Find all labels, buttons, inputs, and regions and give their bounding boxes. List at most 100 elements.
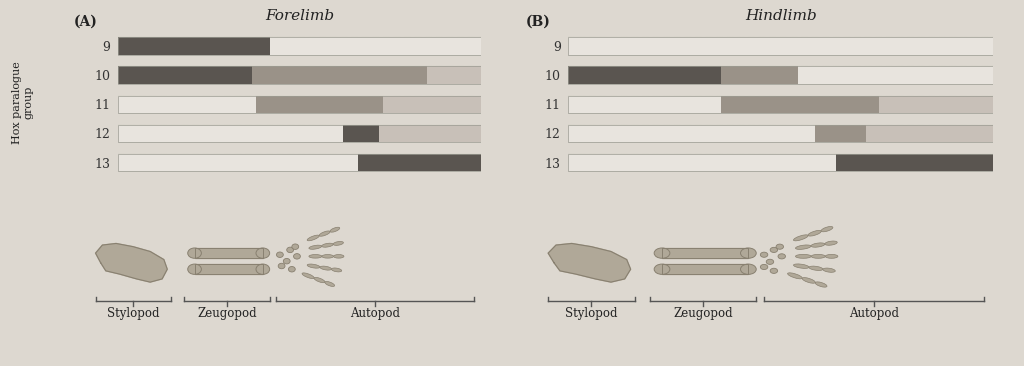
Bar bbox=[879, 96, 993, 113]
Ellipse shape bbox=[796, 254, 811, 258]
Bar bbox=[568, 154, 836, 171]
Ellipse shape bbox=[309, 245, 322, 249]
Text: (B): (B) bbox=[525, 15, 550, 29]
Ellipse shape bbox=[794, 264, 809, 268]
Ellipse shape bbox=[294, 254, 300, 259]
Bar bbox=[118, 66, 252, 84]
Ellipse shape bbox=[307, 264, 319, 268]
Ellipse shape bbox=[284, 258, 290, 264]
Title: Hindlimb: Hindlimb bbox=[744, 9, 817, 23]
Bar bbox=[256, 96, 383, 113]
Ellipse shape bbox=[823, 268, 836, 272]
Bar bbox=[815, 125, 865, 142]
Ellipse shape bbox=[332, 268, 342, 272]
Text: Zeugopod: Zeugopod bbox=[674, 307, 733, 320]
Ellipse shape bbox=[808, 231, 821, 236]
Ellipse shape bbox=[276, 252, 284, 257]
Bar bbox=[118, 125, 343, 142]
Ellipse shape bbox=[330, 227, 340, 232]
Ellipse shape bbox=[654, 264, 670, 274]
Bar bbox=[357, 154, 481, 171]
Ellipse shape bbox=[314, 277, 325, 283]
Bar bbox=[568, 66, 721, 84]
Polygon shape bbox=[195, 248, 263, 258]
Ellipse shape bbox=[309, 255, 322, 258]
Ellipse shape bbox=[766, 259, 774, 264]
Ellipse shape bbox=[187, 248, 202, 258]
Text: Stylopod: Stylopod bbox=[106, 307, 160, 320]
Ellipse shape bbox=[740, 264, 757, 274]
Ellipse shape bbox=[325, 281, 335, 287]
Bar bbox=[568, 125, 815, 142]
Polygon shape bbox=[662, 248, 749, 258]
Bar bbox=[118, 66, 481, 84]
Polygon shape bbox=[195, 264, 263, 274]
Bar bbox=[836, 154, 993, 171]
Text: Stylopod: Stylopod bbox=[565, 307, 617, 320]
Polygon shape bbox=[95, 243, 167, 282]
Bar bbox=[118, 125, 481, 142]
Text: (A): (A) bbox=[74, 15, 97, 29]
Ellipse shape bbox=[654, 248, 670, 258]
Bar bbox=[568, 96, 993, 113]
Ellipse shape bbox=[292, 244, 299, 249]
Ellipse shape bbox=[322, 255, 334, 258]
Bar bbox=[427, 66, 481, 84]
Ellipse shape bbox=[761, 264, 768, 269]
Ellipse shape bbox=[770, 268, 777, 273]
Bar bbox=[798, 66, 993, 84]
Bar bbox=[721, 96, 879, 113]
Ellipse shape bbox=[279, 263, 285, 269]
Ellipse shape bbox=[307, 235, 319, 241]
Bar bbox=[568, 154, 993, 171]
Bar bbox=[118, 37, 481, 55]
Bar bbox=[118, 37, 270, 55]
Ellipse shape bbox=[802, 277, 815, 283]
Ellipse shape bbox=[825, 254, 838, 258]
Ellipse shape bbox=[256, 248, 269, 258]
Ellipse shape bbox=[809, 266, 823, 270]
Bar bbox=[252, 66, 427, 84]
Ellipse shape bbox=[334, 255, 344, 258]
Bar bbox=[118, 154, 357, 171]
Polygon shape bbox=[548, 243, 631, 282]
Text: Autopod: Autopod bbox=[849, 307, 899, 320]
Bar bbox=[568, 96, 721, 113]
Ellipse shape bbox=[289, 266, 295, 272]
Text: Hox paralogue
group: Hox paralogue group bbox=[11, 61, 34, 144]
Bar bbox=[721, 66, 798, 84]
Bar bbox=[118, 96, 256, 113]
Ellipse shape bbox=[811, 254, 825, 258]
Ellipse shape bbox=[287, 247, 294, 253]
Bar bbox=[380, 125, 481, 142]
Ellipse shape bbox=[322, 243, 333, 247]
Bar bbox=[568, 37, 993, 55]
Bar bbox=[383, 96, 481, 113]
Bar bbox=[865, 125, 993, 142]
Polygon shape bbox=[662, 264, 749, 274]
Ellipse shape bbox=[787, 273, 802, 279]
Ellipse shape bbox=[776, 244, 783, 249]
Ellipse shape bbox=[796, 245, 811, 249]
Title: Forelimb: Forelimb bbox=[265, 9, 334, 23]
Text: Zeugopod: Zeugopod bbox=[198, 307, 257, 320]
Bar bbox=[343, 125, 380, 142]
Ellipse shape bbox=[333, 242, 343, 245]
Ellipse shape bbox=[302, 273, 314, 279]
Ellipse shape bbox=[825, 241, 838, 245]
Ellipse shape bbox=[761, 252, 768, 257]
Bar bbox=[568, 125, 993, 142]
Ellipse shape bbox=[815, 282, 827, 287]
Ellipse shape bbox=[821, 227, 833, 232]
Bar bbox=[568, 66, 993, 84]
Ellipse shape bbox=[256, 264, 269, 274]
Ellipse shape bbox=[319, 231, 330, 236]
Ellipse shape bbox=[187, 264, 202, 274]
Ellipse shape bbox=[319, 266, 332, 270]
Text: Autopod: Autopod bbox=[350, 307, 400, 320]
Ellipse shape bbox=[778, 254, 785, 259]
Ellipse shape bbox=[740, 248, 757, 258]
Bar bbox=[118, 154, 481, 171]
Ellipse shape bbox=[770, 247, 777, 253]
Bar bbox=[118, 96, 481, 113]
